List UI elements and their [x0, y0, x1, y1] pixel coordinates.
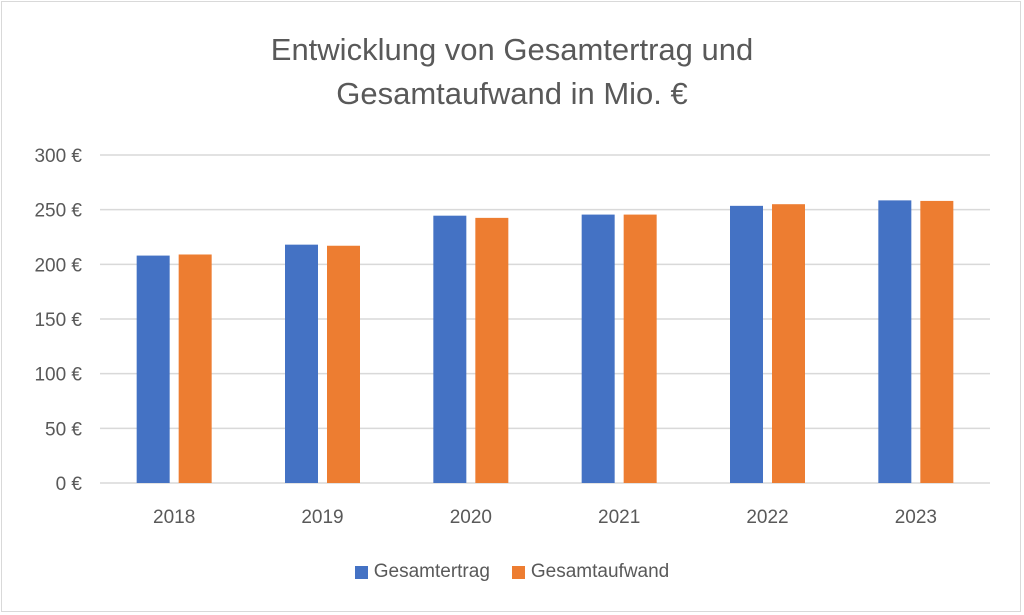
legend-swatch — [511, 565, 525, 579]
bar-gesamtaufwand-2021 — [623, 214, 657, 483]
chart-title-line-1: Entwicklung von Gesamtertrag und — [270, 32, 754, 67]
x-tick-label: 2023 — [895, 507, 937, 528]
chart-title: Entwicklung von Gesamtertrag und Gesamta… — [0, 28, 1024, 116]
y-tick-label: 150 € — [34, 310, 82, 331]
legend-item-gesamtaufwand: Gesamtaufwand — [511, 561, 670, 583]
y-tick-label: 50 € — [45, 419, 82, 440]
bar-gesamtaufwand-2018 — [178, 254, 212, 483]
bar-gesamtaufwand-2022 — [772, 204, 805, 483]
y-tick-label: 250 € — [34, 201, 82, 222]
x-tick-label: 2021 — [598, 507, 640, 528]
bar-gesamtertrag-2019 — [285, 244, 318, 483]
bar-gesamtertrag-2018 — [136, 255, 170, 483]
legend-label: Gesamtertrag — [373, 561, 490, 582]
x-tick-label: 2019 — [301, 507, 343, 528]
y-tick-label: 300 € — [34, 146, 82, 167]
x-tick-label: 2020 — [450, 507, 492, 528]
y-tick-label: 200 € — [34, 255, 82, 276]
x-tick-label: 2018 — [153, 507, 195, 528]
legend: Gesamtertrag Gesamtaufwand — [0, 561, 1024, 583]
legend-label: Gesamtaufwand — [530, 561, 670, 582]
bar-gesamtertrag-2021 — [581, 214, 615, 483]
bar-gesamtertrag-2022 — [730, 205, 763, 483]
bar-gesamtertrag-2020 — [433, 215, 467, 483]
bar-gesamtaufwand-2020 — [475, 217, 509, 483]
chart-title-line-2: Gesamtaufwand in Mio. € — [336, 76, 688, 111]
x-tick-label: 2022 — [746, 507, 788, 528]
bar-gesamtaufwand-2019 — [327, 245, 360, 483]
bar-gesamtaufwand-2023 — [920, 200, 954, 484]
legend-item-gesamtertrag: Gesamtertrag — [354, 561, 490, 583]
legend-swatch — [354, 565, 368, 579]
y-tick-label: 100 € — [34, 365, 82, 386]
bar-gesamtertrag-2023 — [878, 200, 912, 483]
y-tick-label: 0 € — [56, 474, 83, 495]
